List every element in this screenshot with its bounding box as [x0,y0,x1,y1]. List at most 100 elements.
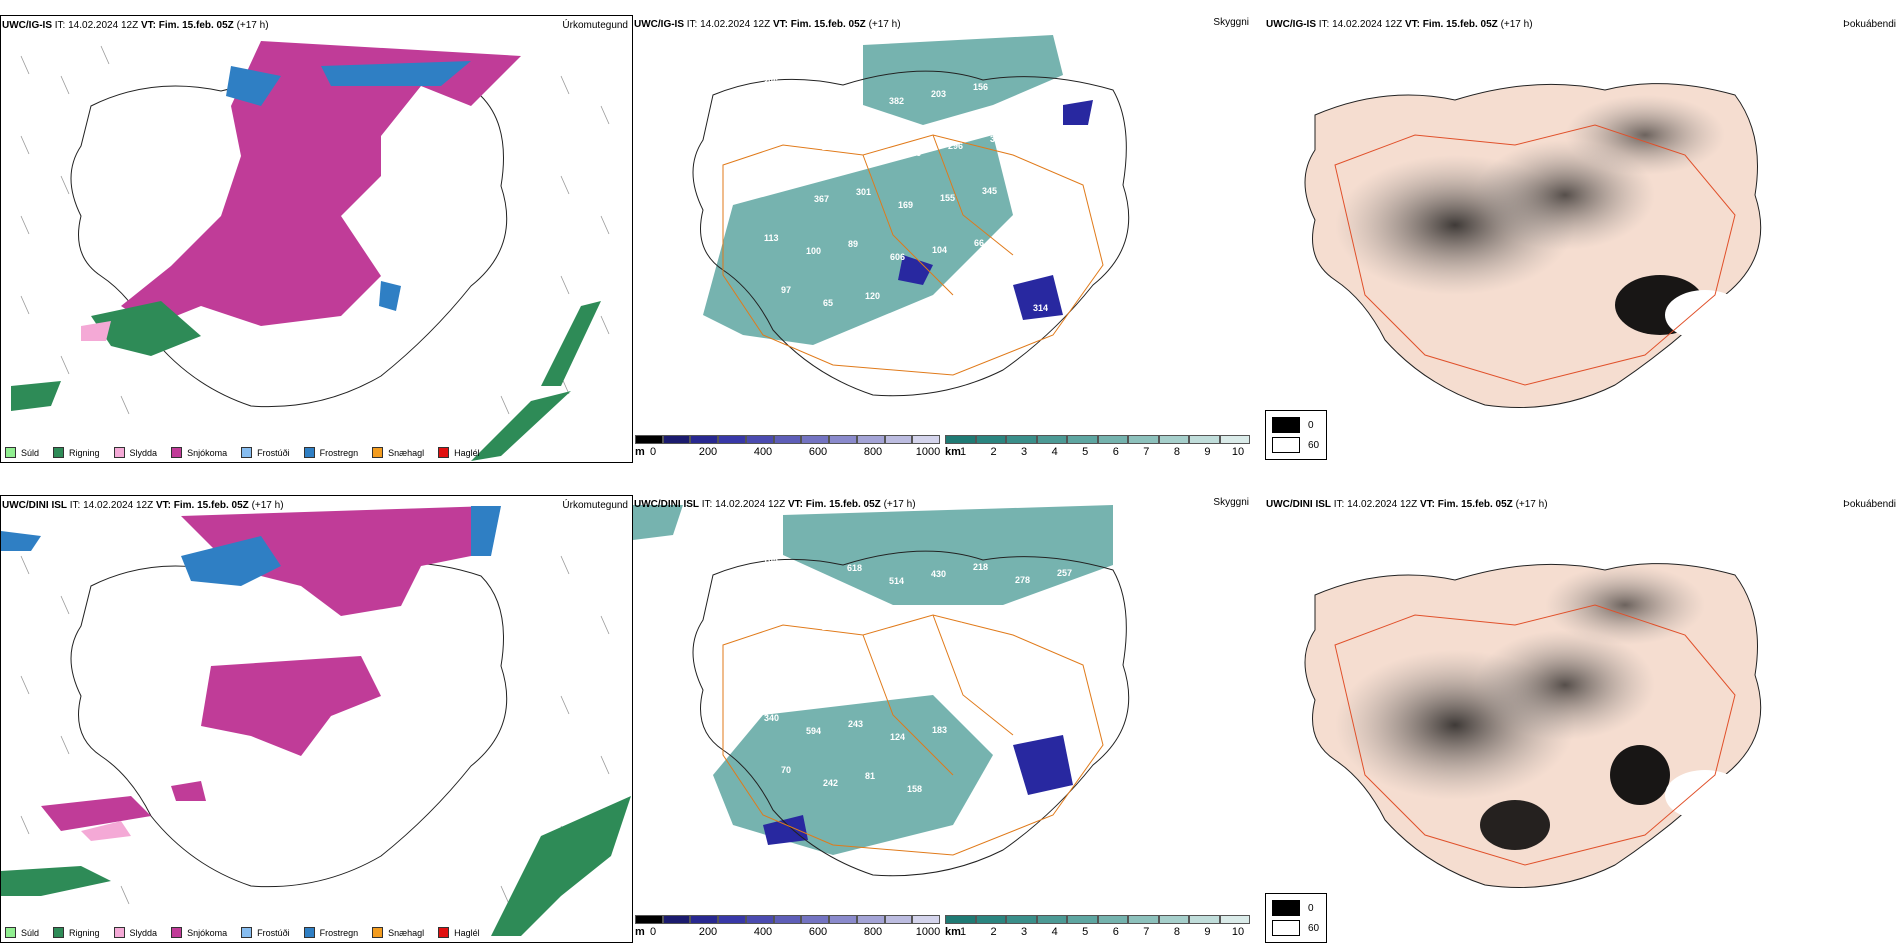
colorbar-tick-label: 6 [1112,446,1119,458]
colorbar-segment [1128,915,1159,924]
panel-title: Skyggni [1213,497,1249,508]
ceiling-label: 183 [932,725,947,735]
ceiling-label: 306 [772,181,787,191]
roads [1334,124,1736,386]
ceiling-label: 113 [764,233,779,243]
ceiling-label: 81 [898,680,908,690]
colorbar-tick-label: 5 [1082,926,1089,938]
ceiling-label: 123 [1066,672,1081,682]
colorbar-segment [975,915,1006,924]
colorbar-segment [801,435,830,444]
ceiling-label: 618 [847,563,862,573]
ceiling-label: 89 [848,239,858,249]
ceiling-shading [763,735,1073,845]
colorbar-segment [1158,435,1189,444]
legend-item: Haglél [438,447,480,458]
fog-panel-row1: Þokuábendi UWC/IG-IS IT: 14.02.2024 12Z … [1265,15,1900,463]
colorbar-segment [912,435,940,444]
ceiling-label: 242 [823,778,838,788]
colorbar-segment [884,435,913,444]
colorbar-tick-label: 6 [1112,926,1119,938]
ceiling-label: 120 [865,291,880,301]
colorbar-segment [745,915,774,924]
colorbar-segment [945,915,976,924]
colorbar-tick-label: 4 [1051,446,1058,458]
fog-legend-row2: 0 60 [1265,893,1327,943]
precip-panel-row2: UWC/DINI ISL IT: 14.02.2024 12Z VT: Fim.… [0,495,633,943]
roads [1334,604,1736,866]
precip-legend: Súld Rigning Slydda Snjókoma Frostúði Frostre… [5,447,494,458]
colorbar-tick-label: 9 [1204,926,1211,938]
ceiling-label: 594 [806,726,821,736]
colorbar-tick-label: 0 [649,926,657,938]
ceiling-label: 245 [991,290,1006,300]
colorbar-segment [1097,915,1128,924]
ceiling-label: 104 [932,245,947,255]
ceiling-label: 278 [1015,575,1030,585]
colorbar-segment [773,435,802,444]
colorbar-segment [745,435,774,444]
colorbar-tick-label: 200 [698,926,718,938]
colorbar-segment [1158,915,1189,924]
legend-item: Frostregn [303,447,358,458]
ceiling-label: 237 [847,83,862,93]
legend-item: Snæhagl [372,447,424,458]
colorbar-unit: km [945,926,961,938]
legend-label: Rigning [69,927,100,938]
precip-sleet [81,821,131,841]
ceiling-label: 236 [990,614,1005,624]
colorbar-tick-label: 800 [863,926,883,938]
colorbar-tick-label: 1000 [915,446,941,458]
ceiling-label: 667 [1074,620,1089,630]
legend-label: Snæhagl [388,927,425,938]
colorbar-segment [856,915,885,924]
colorbar-segment [635,915,663,924]
panel-title: Úrkomutegund [562,500,628,511]
ceiling-label: 175 [1016,251,1031,261]
fog-map-row2 [1304,563,1762,888]
ceiling-label: 301 [1074,140,1089,150]
colorbar-segment [945,435,976,444]
colorbar-tick-label: 800 [863,446,883,458]
ceiling-label: 70 [781,765,791,775]
ceiling-label: 188 [940,673,955,683]
legend-item: Slydda [113,927,158,938]
ceiling-label: 514 [889,576,904,586]
legend-item: Haglél [438,927,480,938]
precip-rain [1,796,631,936]
colorbar-segment [773,915,802,924]
panel-title: Þokuábendi [1843,499,1896,510]
colorbar-tick-label: 8 [1173,926,1180,938]
ceiling-label: 336 [805,90,820,100]
legend-swatch [53,927,65,938]
ceiling-label: 89 [1058,244,1068,254]
ceiling-label: 275 [822,142,837,152]
colorbar-tick-label: 5 [1082,446,1089,458]
colorbar-tick-label: 600 [808,926,828,938]
colorbar-tick-label: 600 [808,446,828,458]
legend-item: Snjókoma [171,927,227,938]
colorbar-segment [718,915,746,924]
colorbar-tick-label: 10 [1231,446,1245,458]
legend-label: Slydda [129,927,158,938]
roads [722,134,1104,376]
ceiling-label: 314 [1033,303,1048,313]
colorbar-tick-label: 3 [1021,926,1028,938]
ceiling-label: 345 [982,186,997,196]
colorbar-segment [1219,915,1250,924]
colorbar-segment [1219,435,1250,444]
legend-label: Frostúði [257,927,290,938]
visibility-colorbar: km 1 2 3 4 5 6 7 8 9 10 [945,915,1250,943]
ceiling-label: 275 [822,622,837,632]
colorbar-segment [829,915,857,924]
colorbar-segment [884,915,913,924]
precip-snow [121,41,521,326]
colorbar-segment [801,915,830,924]
fog-legend-row1: 0 60 [1265,410,1327,460]
colorbar-tick-label: 1000 [915,926,941,938]
legend-swatch [303,447,315,458]
visibility-shading [633,505,1113,855]
ceiling-label: 335 [1066,192,1081,202]
ceiling-label: 300 [805,570,820,580]
ceiling-colorbar: m 0 200 400 600 800 1000 [635,915,940,943]
